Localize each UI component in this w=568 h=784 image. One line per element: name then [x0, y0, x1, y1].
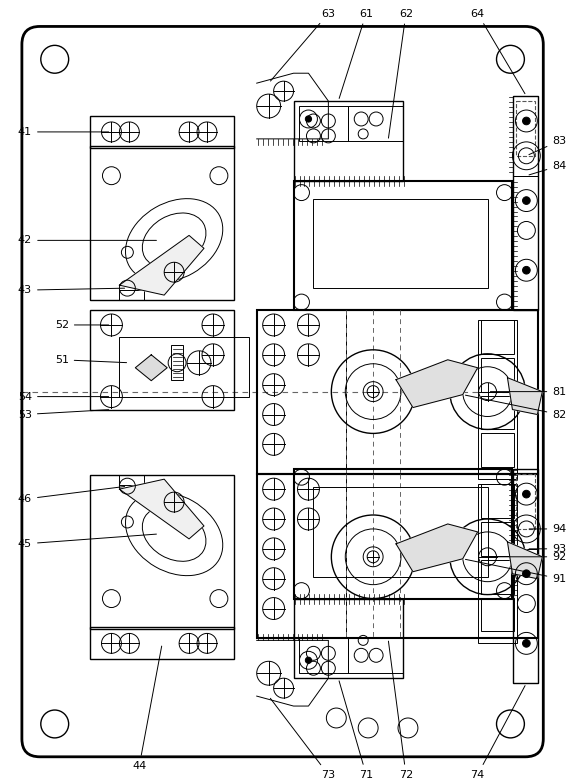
Text: 62: 62	[389, 9, 413, 138]
Bar	[257, 310, 346, 474]
Bar	[481, 485, 515, 518]
Text: 42: 42	[18, 235, 156, 245]
Text: 72: 72	[389, 641, 413, 780]
Polygon shape	[396, 524, 478, 572]
Circle shape	[523, 117, 530, 125]
Bar	[481, 522, 515, 556]
Text: 81: 81	[490, 387, 566, 397]
Bar	[516, 474, 535, 529]
Text: 44: 44	[132, 646, 162, 771]
Text: 43: 43	[18, 285, 124, 295]
Text: 92: 92	[490, 552, 566, 562]
Bar	[481, 320, 515, 354]
Bar	[513, 470, 538, 549]
Bar	[294, 101, 403, 180]
Text: 74: 74	[470, 686, 525, 780]
Polygon shape	[396, 360, 478, 408]
Bar	[90, 627, 234, 659]
Text: 52: 52	[55, 320, 108, 330]
Text: 46: 46	[18, 487, 124, 504]
Bar	[294, 599, 403, 678]
Text: 61: 61	[339, 9, 373, 99]
Bar	[294, 180, 512, 310]
Polygon shape	[135, 355, 167, 381]
Bar	[478, 320, 517, 479]
Bar	[513, 96, 538, 176]
Bar	[481, 396, 515, 430]
Circle shape	[523, 490, 530, 498]
Bar	[513, 549, 538, 683]
Text: 53: 53	[18, 409, 108, 419]
Bar	[314, 198, 487, 289]
Bar	[299, 106, 348, 141]
Circle shape	[523, 197, 530, 205]
Bar	[478, 485, 517, 644]
Text: 54: 54	[18, 391, 108, 401]
Bar	[481, 434, 515, 467]
Text: 51: 51	[55, 355, 127, 365]
Bar	[481, 358, 515, 392]
Text: 94: 94	[529, 524, 566, 534]
Circle shape	[306, 116, 312, 122]
Polygon shape	[119, 235, 204, 295]
Circle shape	[523, 640, 530, 648]
Bar	[90, 310, 234, 409]
Circle shape	[523, 570, 530, 578]
Bar	[171, 345, 183, 379]
Circle shape	[523, 267, 530, 274]
Polygon shape	[119, 479, 204, 539]
Bar	[348, 638, 403, 673]
Polygon shape	[507, 378, 542, 415]
Text: 84: 84	[529, 161, 566, 175]
Text: 93: 93	[529, 544, 566, 554]
Bar	[299, 638, 348, 673]
Bar	[314, 487, 487, 577]
Text: 41: 41	[18, 127, 108, 137]
Bar	[257, 310, 538, 474]
Bar	[513, 470, 538, 683]
Bar	[481, 560, 515, 593]
Bar	[481, 597, 515, 631]
Text: 64: 64	[470, 9, 525, 94]
Bar	[513, 96, 538, 310]
Text: 63: 63	[270, 9, 335, 81]
Text: 83: 83	[529, 136, 566, 154]
Text: 82: 82	[465, 395, 566, 419]
Circle shape	[306, 657, 312, 663]
Bar	[90, 146, 234, 300]
Polygon shape	[507, 542, 542, 579]
Bar	[257, 474, 538, 638]
Text: 45: 45	[18, 534, 156, 549]
Bar	[90, 475, 234, 630]
Bar	[294, 470, 512, 599]
Bar	[257, 474, 346, 638]
Text: 73: 73	[270, 699, 336, 780]
Bar	[348, 106, 403, 141]
Text: 71: 71	[339, 681, 373, 780]
Bar	[513, 176, 538, 310]
Bar	[516, 101, 535, 156]
Text: 91: 91	[465, 559, 566, 583]
Bar	[119, 337, 249, 397]
Bar	[90, 116, 234, 148]
